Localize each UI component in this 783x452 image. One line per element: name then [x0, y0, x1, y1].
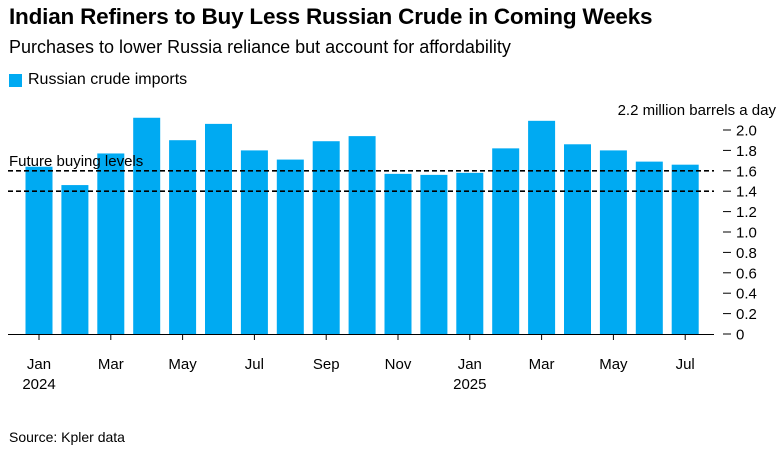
bar-jul-2024: [240, 150, 268, 334]
bar-jun-2025: [635, 161, 663, 334]
bar-aug-2024: [276, 159, 304, 334]
legend-swatch: [9, 73, 22, 87]
bar-oct-2024: [348, 136, 376, 334]
bar-mar-2024: [97, 153, 125, 334]
y-tick-label: 0.6: [736, 265, 757, 282]
y-tick-label: 0: [736, 327, 744, 344]
x-tick-label: May: [168, 356, 197, 373]
bar-apr-2025: [564, 144, 591, 334]
chart-title: Indian Refiners to Buy Less Russian Crud…: [9, 4, 653, 29]
bar-jan-2025: [456, 172, 484, 334]
bar-jan-2024: [25, 166, 53, 334]
y-tick-label: 0.2: [736, 306, 757, 323]
bar-nov-2024: [384, 173, 412, 334]
chart-subtitle: Purchases to lower Russia reliance but a…: [9, 37, 511, 57]
bar-may-2025: [599, 150, 627, 334]
x-tick-label: Jul: [245, 356, 264, 373]
x-tick-label: Mar: [529, 356, 555, 373]
x-year-label: 2025: [453, 376, 486, 393]
y-tick-label: 2.0: [736, 123, 757, 140]
bar-may-2024: [169, 140, 197, 334]
y-tick-label: 1.8: [736, 143, 757, 160]
legend-label: Russian crude imports: [28, 71, 188, 88]
bars: [25, 117, 699, 334]
source-note: Source: Kpler data: [9, 429, 125, 445]
y-tick-label: 0.4: [736, 286, 757, 303]
reference-line-label: Future buying levels: [9, 153, 143, 170]
x-tick-label: Mar: [98, 356, 124, 373]
bar-sep-2024: [312, 141, 340, 334]
x-year-label: 2024: [22, 376, 55, 393]
x-tick-label: Sep: [313, 356, 340, 373]
x-tick-label: Nov: [385, 356, 412, 373]
chart-legend: Russian crude imports: [9, 71, 187, 89]
bar-feb-2024: [61, 185, 89, 334]
y-axis-unit-label: 2.2 million barrels a day: [618, 102, 777, 119]
bar-apr-2024: [133, 117, 161, 334]
x-tick-label: Jan: [458, 356, 482, 373]
bar-jun-2024: [205, 123, 232, 334]
reference-lines: Future buying levels: [8, 153, 714, 192]
bar-mar-2025: [528, 120, 556, 334]
y-tick-label: 1.2: [736, 204, 757, 221]
axes: 0 0.2 0.4 0.6 0.8 1.0 1.2 1.4 1.6 1.8 2.0 2.2 milli…: [8, 102, 776, 393]
y-tick-label: 0.8: [736, 245, 757, 262]
bar-jul-2025: [671, 164, 699, 334]
y-tick-label: 1.6: [736, 163, 757, 180]
x-tick-label: Jul: [676, 356, 695, 373]
y-tick-label: 1.4: [736, 184, 757, 201]
bar-feb-2025: [492, 148, 520, 334]
x-tick-label: Jan: [27, 356, 51, 373]
x-tick-label: May: [599, 356, 628, 373]
bar-dec-2024: [420, 174, 448, 334]
y-tick-label: 1.0: [736, 225, 757, 242]
